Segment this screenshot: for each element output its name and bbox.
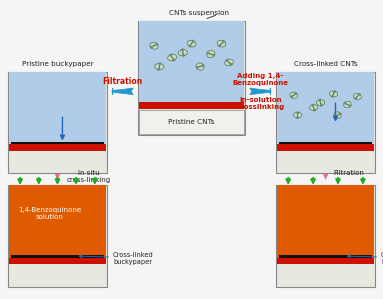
Bar	[139, 21, 244, 103]
Text: In situ
cross-linking: In situ cross-linking	[67, 170, 111, 183]
Bar	[8, 185, 107, 287]
Ellipse shape	[309, 105, 318, 111]
Ellipse shape	[354, 93, 362, 100]
Ellipse shape	[334, 112, 341, 118]
Ellipse shape	[207, 51, 215, 58]
Ellipse shape	[150, 42, 158, 49]
Bar	[277, 257, 374, 264]
Bar	[279, 255, 372, 257]
Ellipse shape	[168, 54, 177, 61]
Text: Pristine buckypaper: Pristine buckypaper	[21, 61, 93, 67]
Text: In-solution
crosslinking: In-solution crosslinking	[236, 97, 285, 110]
Ellipse shape	[293, 112, 302, 118]
Ellipse shape	[155, 64, 164, 70]
Ellipse shape	[290, 92, 298, 98]
Ellipse shape	[344, 101, 351, 108]
Bar	[138, 21, 245, 135]
Bar	[8, 72, 107, 173]
Bar	[279, 142, 372, 144]
Bar	[11, 142, 104, 144]
Text: Adding 1,4-
Benzoquinone: Adding 1,4- Benzoquinone	[232, 73, 288, 86]
Bar	[276, 185, 375, 287]
Bar	[277, 185, 374, 259]
Bar	[276, 72, 375, 173]
Ellipse shape	[329, 91, 338, 97]
Bar	[139, 110, 244, 134]
Ellipse shape	[187, 40, 196, 47]
Text: Cross-linked
buckypaper: Cross-linked buckypaper	[381, 251, 383, 265]
Ellipse shape	[178, 50, 188, 56]
Text: Cross-linked
buckypaper: Cross-linked buckypaper	[113, 251, 154, 265]
Bar	[277, 144, 374, 151]
Text: CNTs suspension: CNTs suspension	[169, 10, 229, 16]
Ellipse shape	[316, 100, 325, 106]
Ellipse shape	[217, 40, 226, 47]
Bar	[9, 257, 106, 264]
Bar	[9, 185, 106, 259]
Bar	[9, 72, 106, 145]
Bar	[139, 102, 244, 109]
Text: Filtration: Filtration	[102, 77, 143, 86]
Ellipse shape	[225, 59, 233, 66]
Text: Cross-linked CNTs: Cross-linked CNTs	[294, 61, 357, 67]
Bar	[277, 72, 374, 145]
Text: Pristine CNTs: Pristine CNTs	[168, 119, 215, 125]
Text: 1,4-Benzoquinone
solution: 1,4-Benzoquinone solution	[18, 207, 81, 220]
Text: Filtration: Filtration	[333, 170, 364, 176]
Bar	[11, 255, 104, 257]
Bar	[9, 144, 106, 151]
Ellipse shape	[196, 63, 204, 70]
